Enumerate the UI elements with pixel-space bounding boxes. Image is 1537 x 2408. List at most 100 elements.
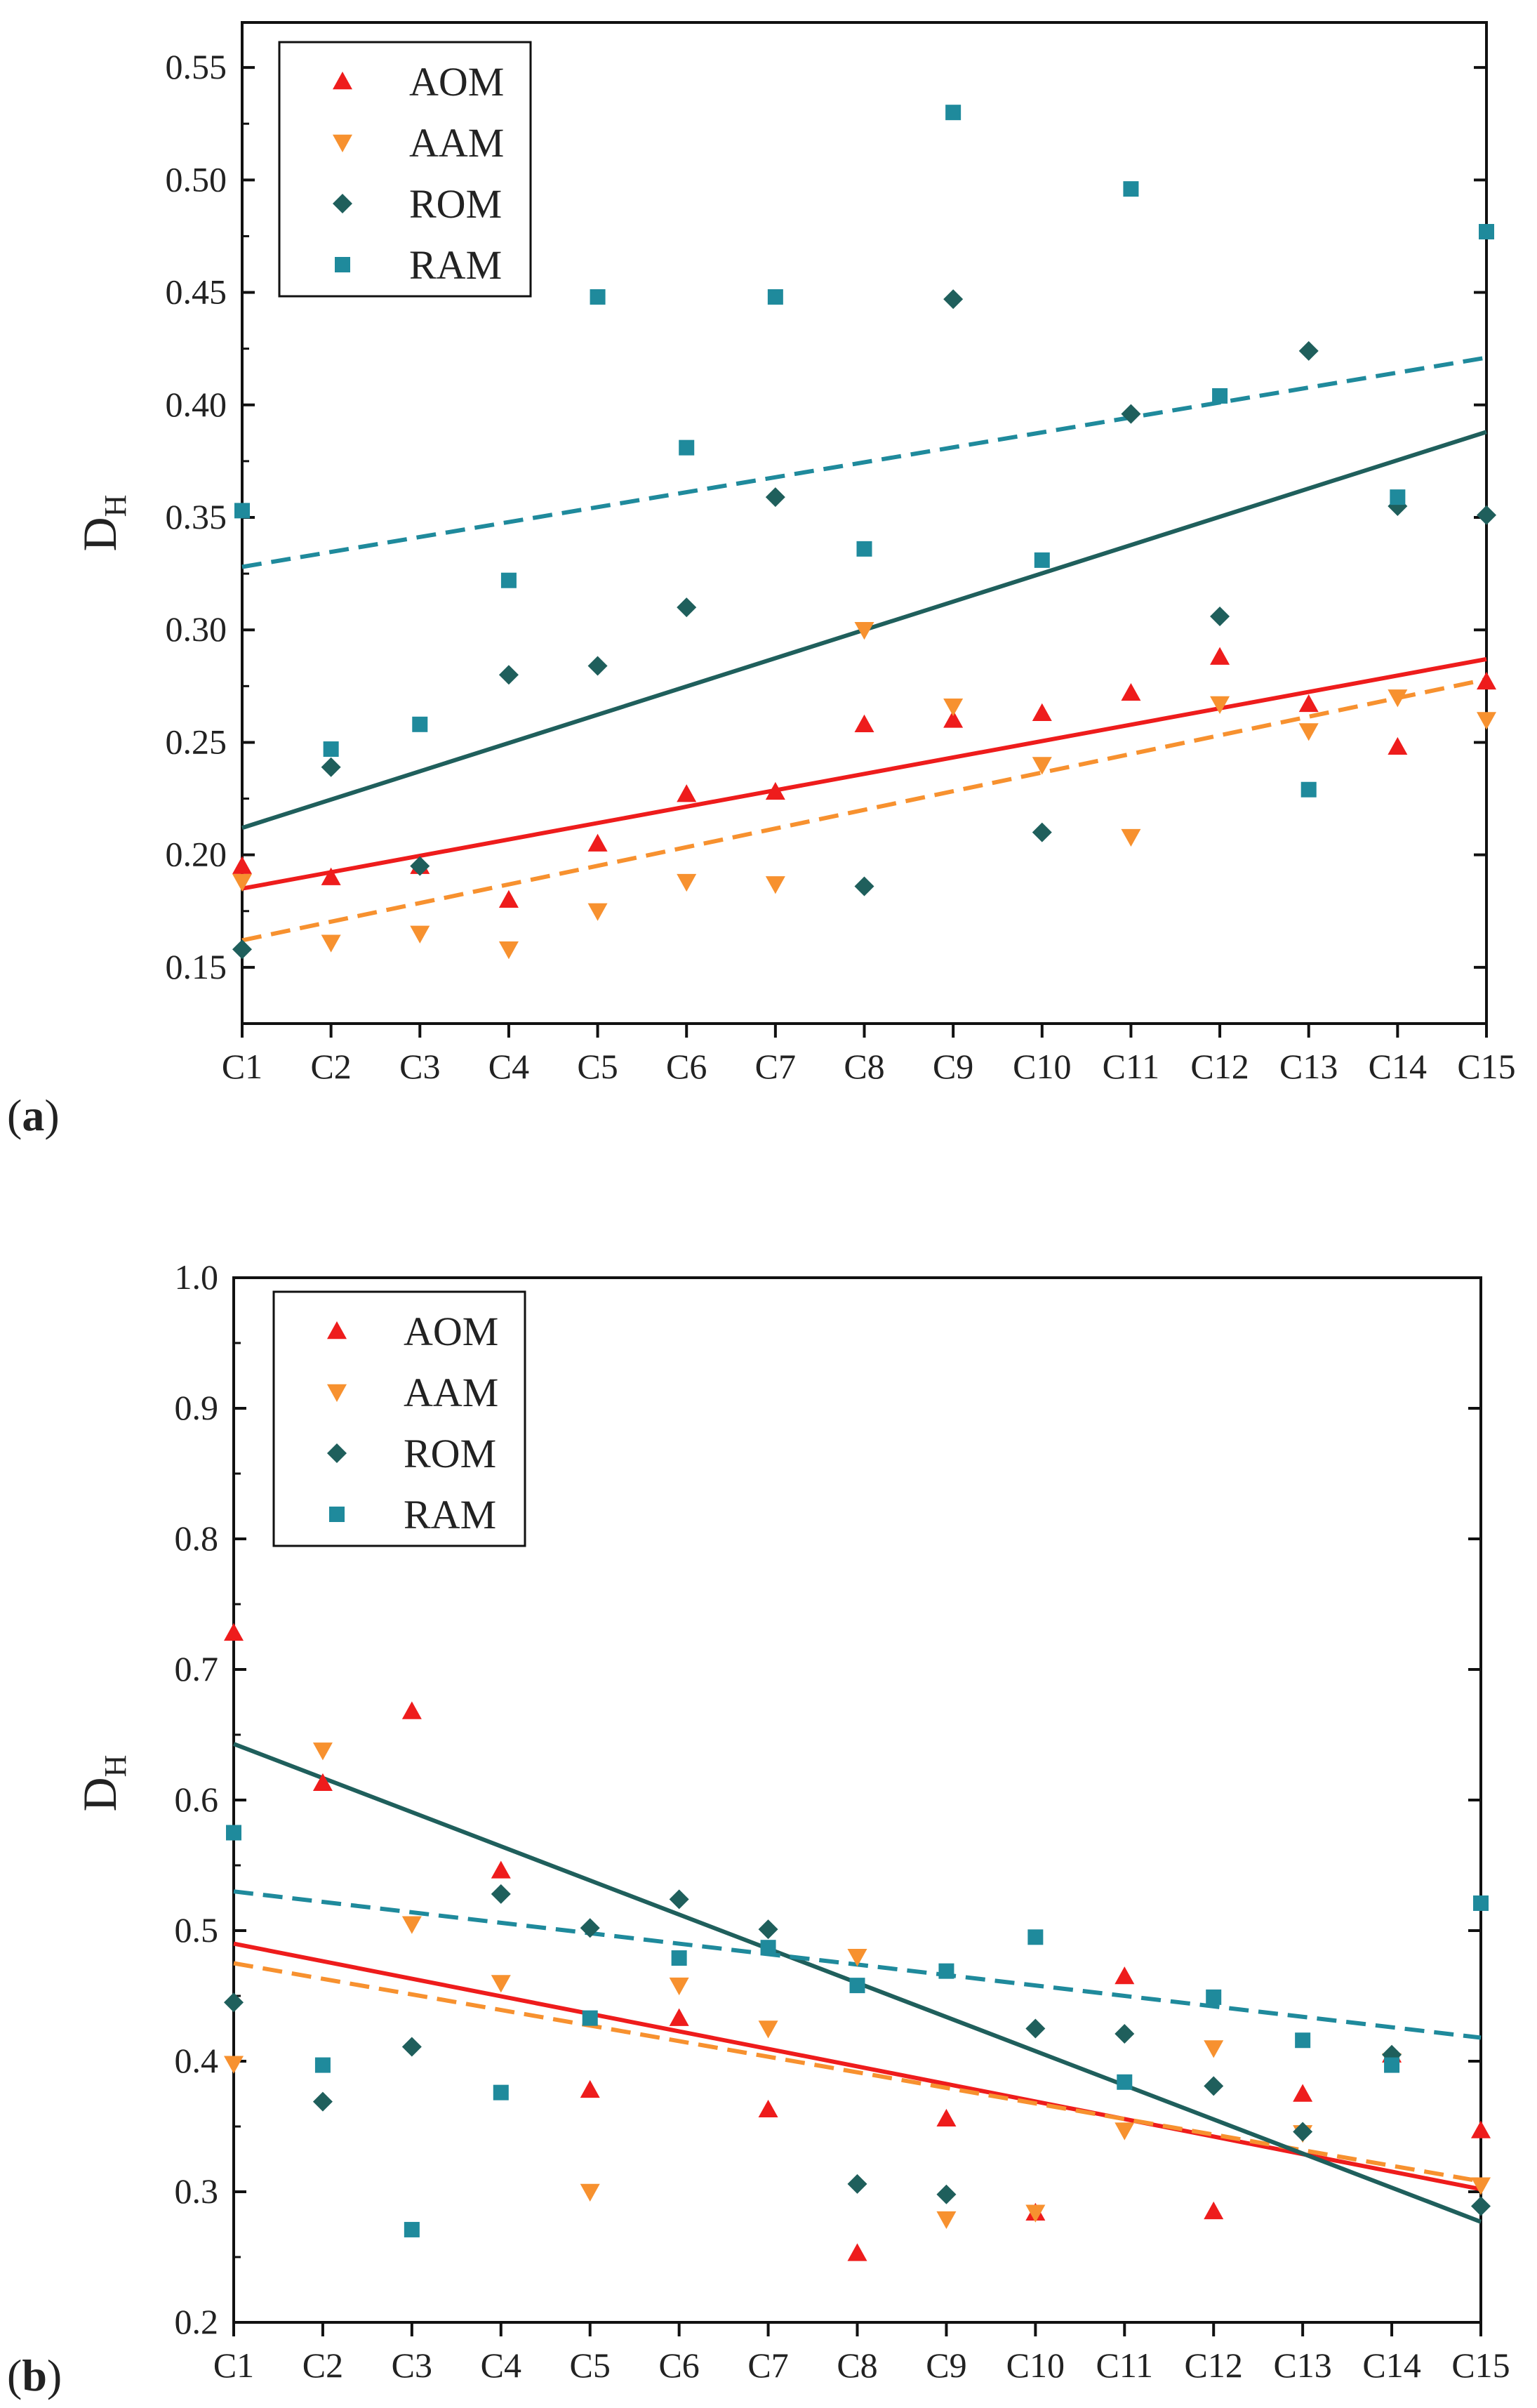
point-rom-c4 — [498, 665, 519, 685]
point-rom-c10 — [1025, 2018, 1046, 2039]
legend-label-aam: AAM — [409, 120, 504, 166]
legend-marker-aom — [333, 72, 352, 90]
legend-marker-aom — [327, 1321, 347, 1339]
point-aom-c12 — [1210, 647, 1230, 665]
point-rom-c3 — [410, 856, 430, 876]
point-aom-c5 — [580, 2079, 600, 2098]
x-tick-label: C8 — [844, 1047, 884, 1086]
point-ram-c9 — [938, 1963, 954, 1979]
point-ram-c10 — [1034, 552, 1050, 568]
legend-label-aom: AOM — [409, 59, 504, 105]
x-tick-label: C15 — [1457, 1047, 1515, 1086]
point-aam-c8 — [847, 1949, 867, 1967]
point-aom-c2 — [312, 1773, 333, 1792]
y-tick-label: 0.50 — [166, 159, 227, 199]
y-tick-label: 1.0 — [175, 1257, 219, 1297]
point-aam-c7 — [758, 2020, 778, 2039]
point-ram-c14 — [1390, 489, 1406, 505]
legend-marker-aam — [327, 1384, 347, 1402]
point-ram-c1 — [234, 503, 250, 519]
point-aom-c1 — [232, 856, 252, 874]
y-axis-label-subscript: H — [98, 1755, 133, 1778]
point-rom-c12 — [1204, 2076, 1224, 2096]
point-ram-c6 — [671, 1950, 687, 1966]
x-tick-label: C4 — [481, 2346, 521, 2385]
y-tick-label: 0.9 — [175, 1388, 219, 1427]
point-ram-c2 — [323, 741, 339, 758]
x-tick-label: C2 — [302, 2346, 343, 2385]
point-rom-c12 — [1210, 606, 1230, 626]
y-tick-label: 0.7 — [175, 1649, 219, 1688]
point-ram-c13 — [1295, 2032, 1311, 2049]
x-tick-label: C9 — [926, 2346, 966, 2385]
point-aam-c4 — [491, 1975, 511, 1993]
point-aam-c10 — [1032, 757, 1052, 775]
point-ram-c13 — [1300, 781, 1317, 798]
point-rom-c11 — [1121, 404, 1141, 424]
point-aam-c11 — [1115, 2122, 1135, 2141]
point-rom-c7 — [758, 1919, 778, 1940]
point-ram-c10 — [1027, 1929, 1044, 1945]
y-tick-label: 0.4 — [175, 2041, 219, 2080]
point-ram-c15 — [1473, 1895, 1489, 1911]
point-ram-c3 — [404, 2221, 420, 2237]
x-tick-label: C1 — [213, 2346, 254, 2385]
y-tick-label: 0.40 — [166, 385, 227, 424]
point-aom-c8 — [854, 714, 874, 733]
y-tick-label: 0.35 — [166, 497, 227, 536]
point-aom-c9 — [936, 2108, 957, 2127]
x-tick-label: C6 — [666, 1047, 707, 1086]
legend-box — [272, 1290, 526, 1547]
point-ram-c1 — [226, 1825, 241, 1841]
fit-line-aam — [241, 677, 1487, 943]
point-aam-c15 — [1477, 712, 1496, 730]
y-axis-label: DH — [73, 1755, 133, 1812]
point-aom-c6 — [677, 784, 697, 802]
point-rom-c9 — [943, 289, 964, 310]
x-tick-label: C14 — [1362, 2346, 1420, 2385]
point-rom-c8 — [854, 876, 874, 897]
point-ram-c7 — [767, 289, 783, 305]
y-tick-label: 0.30 — [166, 609, 227, 649]
panel-letter: a — [22, 1090, 44, 1140]
x-tick-label: C10 — [1013, 1047, 1071, 1086]
point-ram-c3 — [412, 716, 428, 732]
point-ram-c8 — [849, 1978, 865, 1994]
point-ram-c8 — [856, 541, 872, 557]
point-aom-c12 — [1204, 2201, 1224, 2220]
point-aom-c11 — [1121, 682, 1141, 701]
point-aam-c2 — [321, 934, 341, 953]
point-rom-c4 — [491, 1884, 511, 1904]
point-ram-c11 — [1117, 2074, 1133, 2090]
legend-label-ram: RAM — [409, 242, 502, 288]
point-rom-c3 — [401, 2037, 422, 2057]
point-aom-c2 — [321, 867, 341, 885]
panel-label: (a) — [7, 1090, 60, 1140]
legend-marker-ram — [329, 1507, 345, 1522]
point-rom-c13 — [1298, 340, 1319, 361]
point-aam-c12 — [1210, 696, 1230, 714]
point-aam-c1 — [224, 2056, 244, 2074]
point-aam-c2 — [312, 1742, 333, 1761]
point-aom-c13 — [1293, 2084, 1313, 2102]
chart-panel-a: 0.15 0.20 0.25 0.30 0.35 0.40 0.45 0.50 0.55 C1 C2… — [7, 21, 1516, 1140]
panel-letter: b — [22, 2350, 47, 2400]
point-rom-c7 — [765, 487, 785, 508]
point-aam-c3 — [401, 1916, 422, 1934]
point-ram-c15 — [1479, 224, 1494, 240]
point-aom-c1 — [224, 1622, 244, 1641]
point-rom-c5 — [580, 1918, 600, 1938]
point-rom-c9 — [936, 2184, 957, 2204]
point-aom-c13 — [1298, 694, 1319, 713]
point-aam-c15 — [1471, 2177, 1491, 2195]
x-tick-label: C9 — [933, 1047, 973, 1086]
point-rom-c1 — [224, 1992, 244, 2013]
point-aam-c9 — [943, 698, 964, 717]
legend-label-aam: AAM — [404, 1370, 498, 1415]
point-aam-c10 — [1025, 2204, 1046, 2223]
point-aom-c14 — [1388, 736, 1408, 755]
point-rom-c8 — [847, 2174, 867, 2194]
x-tick-label: C12 — [1185, 2346, 1243, 2385]
